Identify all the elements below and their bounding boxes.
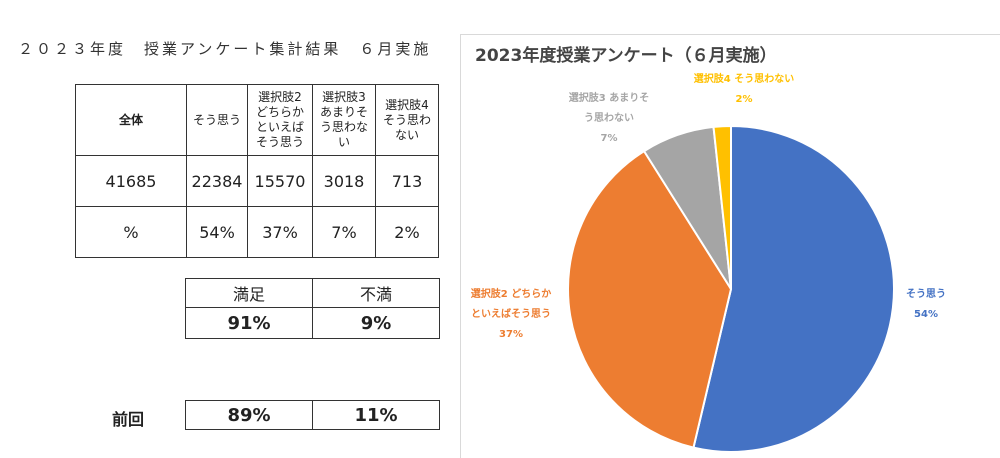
dissatisfied-value: 9%	[312, 307, 440, 339]
pie-data-label: 選択肢3 あまりそう思わない 7%	[569, 91, 649, 144]
previous-dissatisfied-value: 11%	[312, 400, 440, 430]
pie-slice	[712, 124, 732, 290]
percent-cell: 54%	[186, 206, 248, 258]
count-cell: 3018	[312, 155, 376, 207]
percent-cell: 7%	[312, 206, 376, 258]
header-cell: 選択肢2 どちらか といえば そう思う	[247, 84, 313, 156]
pie-chart-panel: 2023年度授業アンケート（６月実施） そう思う 54% 選択肢2 どちらかといえば…	[460, 34, 1000, 458]
chart-title: 2023年度授業アンケート（６月実施）	[475, 46, 777, 66]
previous-label: 前回	[112, 410, 145, 429]
header-cell: 全体	[75, 84, 187, 156]
dissatisfied-label: 不満	[312, 278, 440, 308]
header-cell: そう思う	[186, 84, 248, 156]
pie-slice	[692, 124, 895, 453]
pie-chart: そう思う 54% 選択肢2 どちらかといえばそう思う 37% 選択肢3 あまりそう思わな…	[471, 72, 946, 453]
count-cell: 713	[375, 155, 439, 207]
count-cell: 15570	[247, 155, 313, 207]
percent-cell: 37%	[247, 206, 313, 258]
satisfied-label: 満足	[185, 278, 313, 308]
count-cell-total: 41685	[75, 155, 187, 207]
previous-satisfied-value: 89%	[185, 400, 313, 430]
satisfied-value: 91%	[185, 307, 313, 339]
pie-data-label: 選択肢2 どちらかといえばそう思う 37%	[471, 287, 551, 340]
summary-table: 全体 そう思う 選択肢2 どちらか といえば そう思う 選択肢3 あまりそ う思わない 選…	[75, 84, 439, 258]
page-title: ２０２３年度 授業アンケート集計結果 ６月実施	[18, 40, 432, 58]
percent-symbol-cell: %	[75, 206, 187, 258]
satisfaction-table: 満足 不満 91% 9%	[185, 278, 440, 339]
header-cell: 選択肢3 あまりそ う思わない	[312, 84, 376, 156]
percent-cell: 2%	[375, 206, 439, 258]
pie-data-label: 選択肢4 そう思わない 2%	[694, 72, 794, 105]
previous-table: 89% 11%	[185, 400, 440, 430]
pie-data-label: そう思う 54%	[906, 288, 946, 320]
header-cell: 選択肢4 そう思わ ない	[375, 84, 439, 156]
count-cell: 22384	[186, 155, 248, 207]
